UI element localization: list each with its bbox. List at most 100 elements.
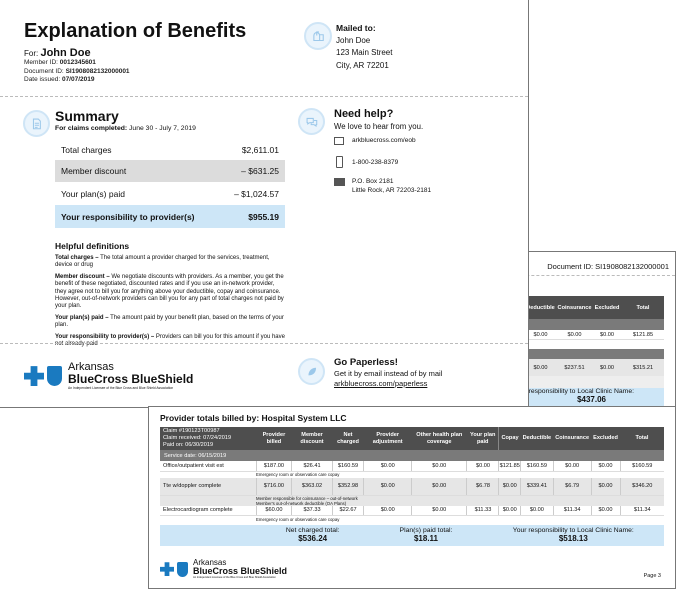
- member-name: John Doe: [40, 47, 91, 59]
- cell: $37.33: [291, 505, 333, 516]
- row-value: – $631.25: [241, 166, 279, 176]
- cell: $339.41: [520, 478, 554, 496]
- cell: $0.00: [533, 364, 548, 371]
- definition-responsibility: Your responsibility to provider(s) – Pro…: [55, 333, 285, 348]
- net-charged-total: $536.24: [298, 534, 328, 543]
- note-row: Emergency room or observation care copay: [160, 515, 664, 523]
- mailbox-icon: [304, 22, 332, 50]
- bcbs-logo: Arkansas BlueCross BlueShield An Indepen…: [24, 362, 193, 390]
- table-row: Electrocardiogram complete $60.00 $37.33 $2…: [160, 505, 664, 516]
- col-header: Excluded: [591, 427, 620, 450]
- logo-line1: Arkansas: [193, 558, 227, 567]
- cell: $187.00: [255, 461, 292, 472]
- help-phone: 1-800-238-8379: [352, 159, 399, 166]
- logo-line1: Arkansas: [68, 361, 114, 373]
- date-issued: 07/07/2019: [61, 76, 95, 83]
- help-address-2: Little Rock, AR 72203-2181: [352, 187, 432, 194]
- summary-row-member-discount: Member discount – $631.25: [55, 160, 285, 182]
- definitions-heading: Helpful definitions: [55, 241, 130, 251]
- logo-line2: BlueCross BlueShield: [68, 372, 194, 386]
- page-title: Explanation of Benefits: [24, 20, 247, 42]
- cell: $0.00: [363, 505, 412, 516]
- cell: $0.00: [552, 461, 592, 472]
- plan-paid-label: Plan(s) paid total:: [399, 527, 453, 534]
- summary-row-total-charges: Total charges $2,611.01: [55, 140, 285, 160]
- mailed-name: John Doe: [336, 35, 371, 45]
- document-icon: [23, 110, 50, 137]
- cell: $121.85: [498, 461, 521, 472]
- cell: $352.98: [331, 478, 364, 496]
- paperless-link[interactable]: arkbluecross.com/paperless: [334, 379, 428, 388]
- for-label: For:: [24, 49, 39, 58]
- envelope-icon: [334, 178, 345, 186]
- cell: $0.00: [600, 364, 614, 371]
- mailed-city: City, AR 72201: [336, 60, 389, 70]
- cell: $121.85: [632, 331, 654, 338]
- bcbs-logo: Arkansas BlueCross BlueShield An Indepen…: [160, 559, 287, 580]
- col-header: Excluded: [594, 304, 620, 311]
- member-id-label: Member ID:: [24, 59, 58, 66]
- summary-row-responsibility: Your responsibility to provider(s) $955.1…: [55, 205, 285, 228]
- help-address-1: P.O. Box 2181: [352, 178, 394, 185]
- table-row: Office/outpatient visit est $187.00 $26.41…: [160, 461, 664, 472]
- date-issued-label: Date issued:: [24, 76, 61, 83]
- row-value: $2,611.01: [241, 145, 279, 155]
- col-header: Total: [636, 304, 650, 311]
- col-header: Total: [620, 427, 664, 450]
- col-header: Provider adjustment: [363, 427, 412, 450]
- responsibility-label: Your responsibility to Local Clinic Name…: [512, 388, 634, 395]
- service-name: Office/outpatient visit est: [160, 461, 256, 472]
- cell: $160.59: [520, 461, 554, 472]
- logo-tagline: An Independent Licensee of the Blue Cros…: [193, 576, 276, 579]
- plan-paid-total: $18.11: [413, 534, 438, 543]
- service-date: Service date: 06/15/2019: [160, 450, 664, 461]
- cell: $0.00: [590, 461, 620, 472]
- note: Emergency room or observation care copay: [256, 472, 340, 478]
- definition-plan-paid: Your plan(s) paid – The amount paid by y…: [55, 314, 284, 329]
- service-name: Tte w/doppler complete: [160, 478, 256, 496]
- cell: $0.00: [590, 505, 620, 516]
- logo-line2: BlueCross BlueShield: [193, 566, 288, 576]
- eob-page-1: Explanation of Benefits For: John Doe Me…: [0, 0, 529, 408]
- phone-icon: [336, 156, 343, 168]
- cell: $60.00: [255, 505, 292, 516]
- cell: $363.02: [291, 478, 333, 496]
- monitor-icon: [334, 137, 344, 145]
- col-header: Member discount: [291, 427, 333, 450]
- document-id: SI1908082132000001: [65, 67, 130, 75]
- note-row: Member responsible for coinsurance – out…: [160, 495, 664, 506]
- claims-label: For claims completed:: [55, 125, 128, 132]
- provider-title: Provider totals billed by: Hospital Syst…: [160, 413, 347, 423]
- responsibility-value: $437.06: [577, 395, 606, 404]
- cell: $22.67: [331, 505, 364, 516]
- row-value: – $1,024.57: [234, 188, 279, 199]
- cell: $6.78: [466, 478, 499, 496]
- responsibility-label: Your responsibility to Local Clinic Name…: [512, 527, 634, 534]
- col-header: Your plan paid: [466, 427, 500, 450]
- cell: $0.00: [410, 478, 467, 496]
- cell: $237.51: [564, 364, 585, 371]
- help-website[interactable]: arkbluecross.com/eob: [352, 137, 416, 144]
- cell: $0.00: [520, 505, 554, 516]
- cell: $160.59: [619, 461, 664, 472]
- cell: $0.00: [410, 505, 467, 516]
- cell: $0.00: [533, 331, 548, 338]
- col-header: Copay: [498, 427, 521, 450]
- row-label: Total charges: [61, 145, 112, 155]
- paid-on: Paid on: 06/30/2019: [163, 442, 214, 448]
- cell: $716.00: [255, 478, 292, 496]
- service-name: Electrocardiogram complete: [160, 505, 256, 516]
- paperless-text: Get it by email instead of by mail: [334, 369, 443, 378]
- col-header: Provider billed: [256, 427, 292, 450]
- cell: $0.00: [498, 478, 521, 496]
- cell: $0.00: [590, 478, 620, 496]
- col-header: Other health plan coverage: [411, 427, 467, 450]
- note: Member's out-of-network deductible (OA P…: [256, 500, 347, 506]
- table-row: Tte w/doppler complete $716.00 $363.02 $352…: [160, 478, 664, 496]
- cell: $0.00: [363, 461, 412, 472]
- cell: $26.41: [291, 461, 333, 472]
- row-value: $955.19: [248, 211, 279, 222]
- cell: $0.00: [363, 478, 412, 496]
- mailed-to-heading: Mailed to:: [336, 23, 376, 33]
- net-charged-label: Net charged total:: [285, 527, 340, 534]
